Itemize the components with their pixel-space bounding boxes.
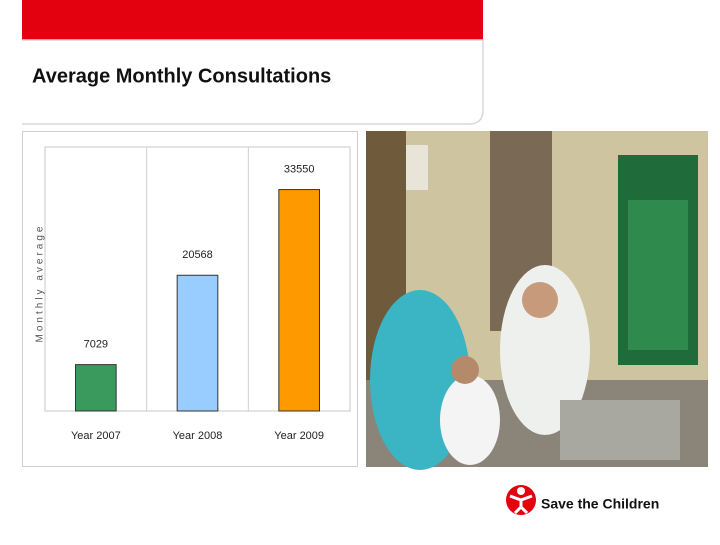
slide-title: Average Monthly Consultations — [32, 65, 331, 87]
bar — [176, 274, 219, 412]
bar — [278, 189, 321, 412]
y-axis-label: Monthly average — [35, 224, 46, 343]
header-bar — [22, 0, 483, 40]
data-label: 33550 — [284, 163, 315, 175]
x-tick-label: Year 2007 — [71, 430, 121, 442]
x-tick-label: Year 2009 — [274, 430, 324, 442]
x-tick-label: Year 2008 — [173, 430, 223, 442]
bar — [75, 364, 117, 412]
data-label: 20568 — [182, 249, 213, 261]
title-frame — [22, 39, 484, 125]
logo: Save the Children — [506, 485, 659, 515]
data-label: 7029 — [84, 339, 108, 351]
logo-text: Save the Children — [541, 496, 659, 512]
photo — [366, 131, 708, 470]
